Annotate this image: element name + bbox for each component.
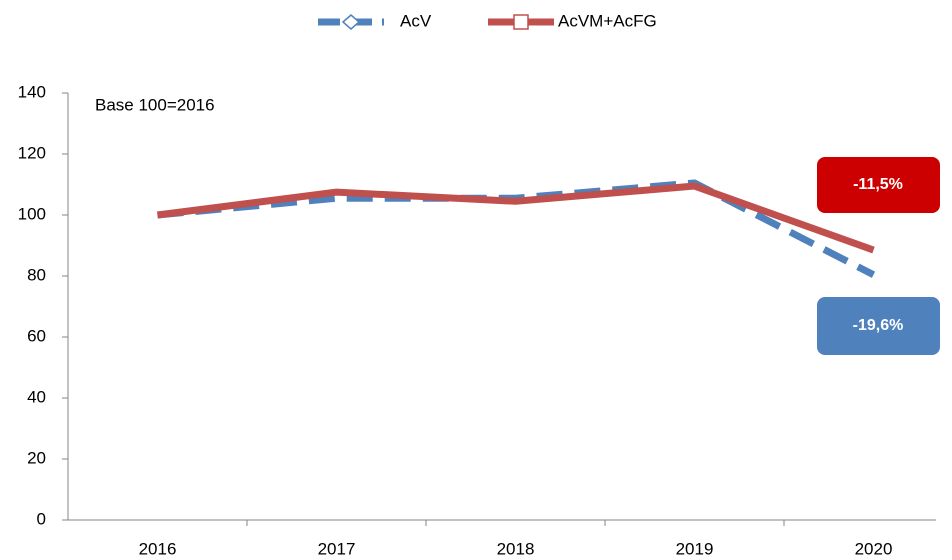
y-tick-label: 60 bbox=[27, 326, 46, 345]
legend-label: AcV bbox=[400, 11, 432, 30]
y-tick-label: 20 bbox=[27, 448, 46, 467]
y-tick-label: 0 bbox=[37, 509, 46, 528]
legend-label: AcVM+AcFG bbox=[558, 11, 657, 30]
base-note: Base 100=2016 bbox=[95, 95, 215, 114]
y-tick-label: 40 bbox=[27, 387, 46, 406]
y-tick-label: 80 bbox=[27, 265, 46, 284]
annotation-label: -11,5% bbox=[853, 176, 903, 193]
x-tick-label: 2017 bbox=[318, 539, 356, 558]
legend-marker bbox=[513, 14, 529, 30]
legend-marker bbox=[341, 14, 361, 30]
annotation-box bbox=[817, 157, 940, 213]
series-line bbox=[157, 179, 876, 278]
y-tick-label: 100 bbox=[18, 204, 46, 223]
y-tick-label: 140 bbox=[18, 82, 46, 101]
x-tick-label: 2020 bbox=[855, 539, 893, 558]
annotation-label: -19,6% bbox=[853, 317, 904, 334]
y-tick-label: 120 bbox=[18, 143, 46, 162]
x-tick-label: 2019 bbox=[676, 539, 714, 558]
x-tick-label: 2016 bbox=[139, 539, 177, 558]
annotation-box bbox=[817, 297, 940, 355]
series-line bbox=[157, 182, 875, 254]
x-tick-label: 2018 bbox=[497, 539, 535, 558]
